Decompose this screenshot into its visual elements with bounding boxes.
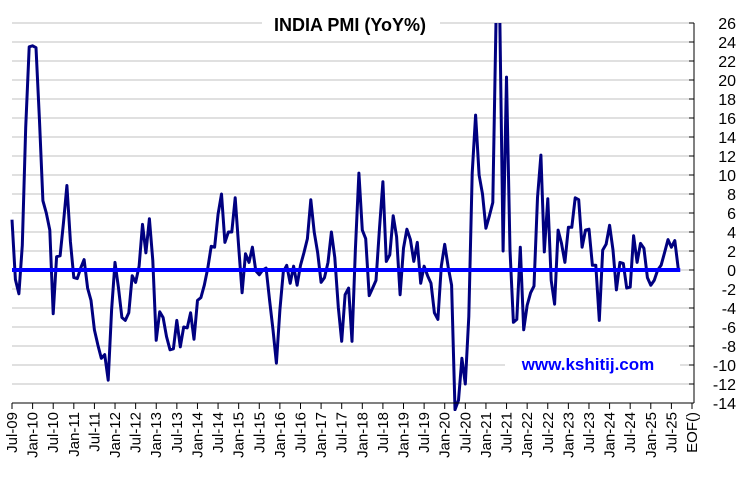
watermark-text: www.kshitij.com (521, 355, 655, 374)
y-tick-label: 16 (718, 111, 736, 128)
y-tick-label: -8 (722, 339, 736, 356)
x-tick-label: Jul-23 (581, 412, 598, 453)
y-tick-label: -14 (713, 396, 736, 413)
y-tick-label: 10 (718, 168, 736, 185)
title-background (262, 12, 440, 36)
x-tick-label: Jan-12 (107, 412, 124, 458)
x-tick-label: Jan-18 (354, 412, 371, 458)
x-tick-label: Jan-24 (602, 412, 619, 458)
y-tick-label: 4 (727, 225, 736, 242)
x-tick-label: Jul-11 (86, 412, 103, 452)
y-tick-label: 24 (718, 35, 736, 52)
watermark-background (505, 352, 680, 374)
y-tick-label: 8 (727, 187, 736, 204)
x-tick-label: EOF() (684, 412, 701, 453)
x-tick-label: Jul-24 (622, 412, 639, 453)
watermark-group: www.kshitij.com (505, 352, 680, 374)
x-tick-label: Jul-09 (4, 412, 21, 453)
x-tick-label: Jul-12 (128, 412, 145, 453)
y-tick-label: -4 (722, 301, 736, 318)
x-tick-label: Jul-19 (416, 412, 433, 453)
pmi-series-line (10, 23, 680, 411)
x-tick-label: Jan-11 (66, 412, 83, 457)
x-tick-label: Jan-10 (25, 412, 42, 458)
y-tick-label: 6 (727, 206, 736, 223)
x-tick-label: Jan-15 (231, 412, 248, 458)
x-tick-label: Jan-16 (272, 412, 289, 458)
y-tick-label: 20 (718, 73, 736, 90)
x-tick-label: Jul-14 (210, 412, 227, 453)
x-tick-label: Jan-20 (437, 412, 454, 458)
x-tick-label: Jul-17 (334, 412, 351, 453)
chart-title: INDIA PMI (YoY%) (274, 15, 426, 35)
x-axis: Jul-09 Jan-10 Jul-10 Jan-11 Jul-11 Jan-12 Jul-… (4, 402, 701, 458)
y-tick-label: -6 (722, 320, 736, 337)
y-tick-label: 22 (718, 54, 736, 71)
y-tick-label: 0 (727, 263, 736, 280)
x-tick-label: Jan-22 (519, 412, 536, 458)
y-tick-label: 26 (718, 16, 736, 33)
x-tick-label: Jan-14 (189, 412, 206, 458)
x-tick-label: Jan-13 (148, 412, 165, 458)
x-tick-label: Jul-25 (663, 412, 680, 453)
x-tick-label: Jul-18 (375, 412, 392, 453)
x-tick-label: Jan-21 (478, 412, 495, 458)
x-tick-label: Jan-23 (560, 412, 577, 458)
y-tick-label: 12 (718, 149, 736, 166)
x-tick-label: Jul-13 (169, 412, 186, 453)
x-tick-label: Jul-21 (499, 412, 516, 453)
x-tick-label: Jul-10 (45, 412, 62, 453)
x-tick-label: Jul-22 (540, 412, 557, 453)
y-tick-label: 18 (718, 92, 736, 109)
y-tick-label: -12 (713, 377, 736, 394)
x-tick-label: Jul-15 (251, 412, 268, 453)
gridlines (12, 22, 694, 404)
x-tick-label: Jul-20 (457, 412, 474, 453)
y-tick-label: -2 (722, 282, 736, 299)
x-tick-label: Jul-16 (292, 412, 309, 453)
x-tick-label: Jan-17 (313, 412, 330, 458)
x-tick-label: Jan-19 (396, 412, 413, 458)
y-tick-label: 14 (718, 130, 736, 147)
y-tick-label: 2 (727, 244, 736, 261)
x-tick-label: Jan-25 (643, 412, 660, 458)
y-tick-label: -10 (713, 358, 736, 375)
